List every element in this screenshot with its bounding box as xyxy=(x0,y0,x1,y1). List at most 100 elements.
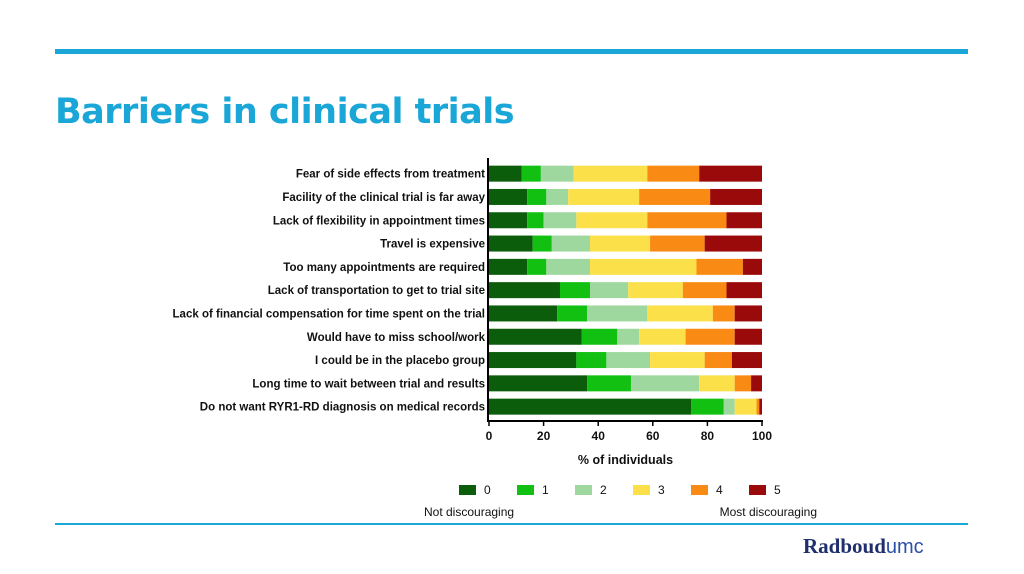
bar-segment xyxy=(734,398,757,415)
category-label: Do not want RYR1-RD diagnosis on medical… xyxy=(200,402,485,414)
bar-segment xyxy=(546,188,569,205)
legend-swatch xyxy=(691,485,708,495)
radboudumc-logo: Radboudumc xyxy=(803,534,924,559)
bar-segment xyxy=(546,258,591,275)
bar-segment xyxy=(489,352,577,369)
bar-segment xyxy=(489,305,558,322)
bar-segment xyxy=(587,305,648,322)
x-tick-label: 0 xyxy=(486,429,493,443)
bar-segment xyxy=(587,375,631,392)
bar-segment xyxy=(559,282,591,299)
bar-segment xyxy=(489,375,588,392)
bar-segment xyxy=(527,188,547,205)
bar-segment xyxy=(628,282,683,299)
bar-segment xyxy=(576,352,607,369)
x-tick-label: 40 xyxy=(592,429,606,443)
bar-segment xyxy=(710,188,762,205)
category-label: Too many appointments are required xyxy=(283,262,485,274)
bar-segment xyxy=(521,165,541,182)
x-tick-label: 60 xyxy=(646,429,660,443)
bar-segment xyxy=(489,165,522,182)
bar-segment xyxy=(647,165,700,182)
bar-segment xyxy=(647,212,727,229)
top-accent-rule xyxy=(55,49,968,54)
legend-label: 2 xyxy=(600,483,607,497)
bar-segment xyxy=(606,352,651,369)
logo-text-right: umc xyxy=(885,536,924,558)
bar-segment xyxy=(489,188,528,205)
legend-note-left: Not discouraging xyxy=(424,505,514,519)
bar-segment xyxy=(576,212,648,229)
x-tick-label: 80 xyxy=(701,429,715,443)
legend-label: 1 xyxy=(542,483,549,497)
bar-segment xyxy=(540,165,574,182)
legend-note-right: Most discouraging xyxy=(720,505,817,519)
x-axis-label: % of individuals xyxy=(578,453,673,467)
bar-segment xyxy=(712,305,735,322)
bar-segment xyxy=(489,398,692,415)
bar-segment xyxy=(527,258,547,275)
bar-segment xyxy=(527,212,544,229)
bar-segment xyxy=(734,305,762,322)
bar-segment xyxy=(650,235,705,252)
bar-segment xyxy=(590,258,697,275)
bar-segment xyxy=(489,235,533,252)
x-tick-label: 100 xyxy=(752,429,772,443)
category-label: Facility of the clinical trial is far aw… xyxy=(282,192,485,204)
category-label: Long time to wait between trial and resu… xyxy=(252,378,485,390)
legend-label: 0 xyxy=(484,483,491,497)
bar-segment xyxy=(650,352,705,369)
bar-segment xyxy=(726,212,762,229)
bar-segment xyxy=(568,188,640,205)
category-label: Fear of side effects from treatment xyxy=(296,169,485,181)
bar-segment xyxy=(742,258,762,275)
bar-segment xyxy=(581,328,618,345)
category-label: Lack of transportation to get to trial s… xyxy=(268,285,485,297)
legend-label: 3 xyxy=(658,483,665,497)
slide-title: Barriers in clinical trials xyxy=(55,92,515,132)
bar-segment xyxy=(691,398,724,415)
bar-segment xyxy=(696,258,743,275)
bar-segment xyxy=(573,165,648,182)
bar-segment xyxy=(489,258,528,275)
bar-segment xyxy=(685,328,735,345)
bar-segment xyxy=(734,375,752,392)
bar-segment xyxy=(532,235,552,252)
bar-segment xyxy=(489,328,582,345)
bar-segment xyxy=(647,305,713,322)
logo-text-left: Radboud xyxy=(803,534,886,558)
legend-swatch xyxy=(633,485,650,495)
bar-segment xyxy=(704,235,762,252)
bar-segment xyxy=(751,375,762,392)
bar-segment xyxy=(682,282,727,299)
bar-segment xyxy=(726,282,762,299)
bar-segment xyxy=(759,398,762,415)
legend-label: 5 xyxy=(774,483,781,497)
bar-segment xyxy=(734,328,762,345)
legend-label: 4 xyxy=(716,483,723,497)
bar-segment xyxy=(630,375,700,392)
legend-swatch xyxy=(517,485,534,495)
bar-segment xyxy=(704,352,732,369)
bar-segment xyxy=(543,212,577,229)
category-label: Lack of financial compensation for time … xyxy=(173,308,485,320)
x-tick-label: 20 xyxy=(537,429,551,443)
bar-segment xyxy=(756,398,760,415)
category-label: Would have to miss school/work xyxy=(307,332,486,344)
category-label: I could be in the placebo group xyxy=(315,355,485,367)
bar-segment xyxy=(590,235,651,252)
legend-swatch xyxy=(575,485,592,495)
bar-segment xyxy=(731,352,762,369)
bar-segment xyxy=(489,212,528,229)
bottom-accent-rule xyxy=(55,523,968,525)
bar-segment xyxy=(557,305,588,322)
bar-segment xyxy=(590,282,629,299)
bar-segment xyxy=(699,375,735,392)
legend-swatch xyxy=(459,485,476,495)
bar-segment xyxy=(639,328,686,345)
bar-segment xyxy=(639,188,711,205)
bar-segment xyxy=(723,398,735,415)
legend-swatch xyxy=(749,485,766,495)
bar-segment xyxy=(489,282,560,299)
